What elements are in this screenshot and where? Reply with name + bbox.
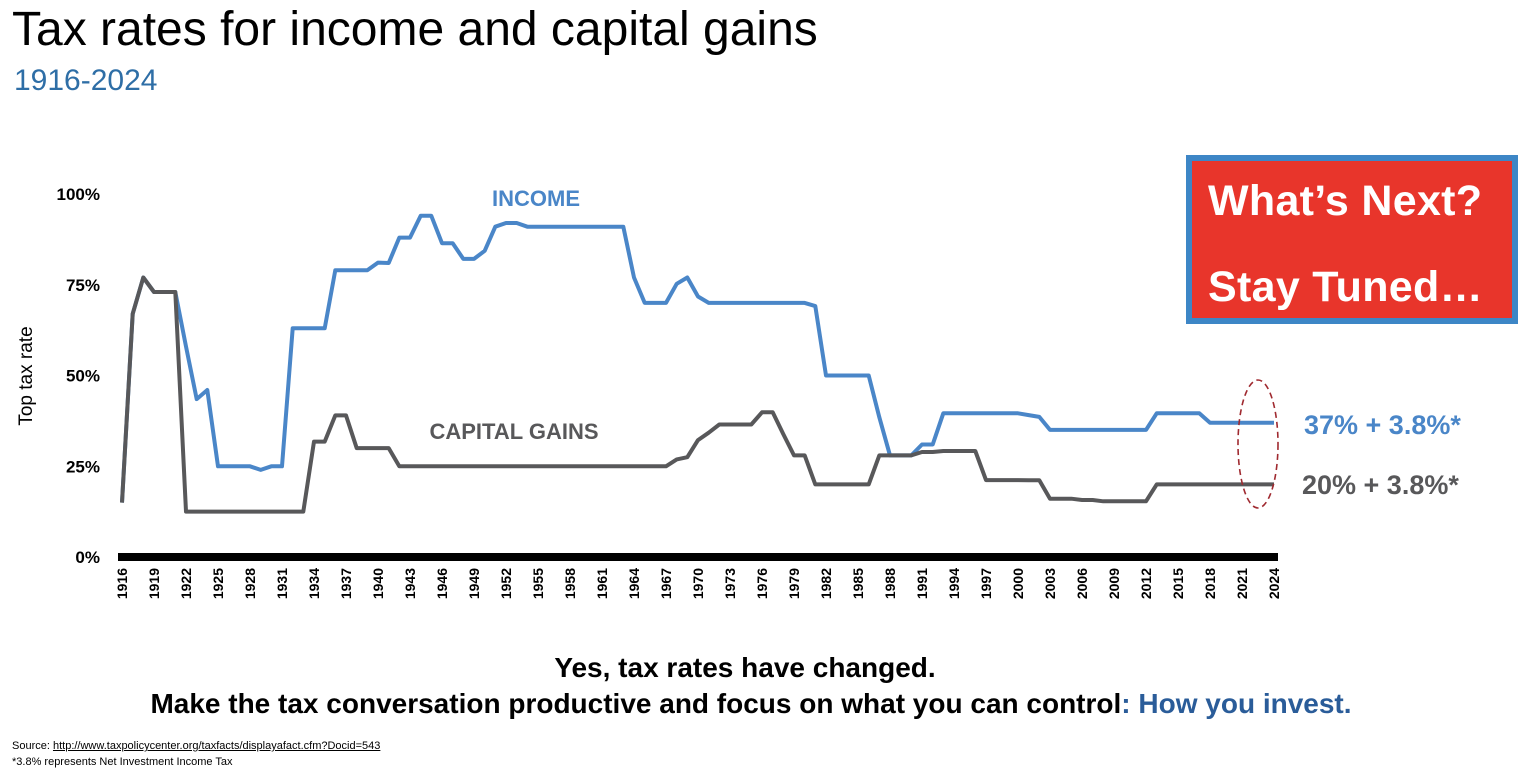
x-tick-label: 1943 xyxy=(402,568,418,599)
page-title: Tax rates for income and capital gains xyxy=(12,3,818,56)
footnote-note: *3.8% represents Net Investment Income T… xyxy=(12,756,233,768)
y-tick-label: 0% xyxy=(75,548,100,567)
x-tick-label: 1985 xyxy=(850,568,866,599)
x-tick-label: 2009 xyxy=(1106,568,1122,599)
x-tick-label: 1991 xyxy=(914,568,930,599)
x-tick-labels: 1916 1919 1922 1925 1928 1931 1934 1937 1940 1943… xyxy=(114,568,1282,599)
x-tick-label: 2012 xyxy=(1138,568,1154,599)
x-tick-label: 1940 xyxy=(370,568,386,599)
x-tick-label: 1931 xyxy=(274,568,290,599)
y-tick-label: 75% xyxy=(66,276,100,295)
whats-next-callout: What’s Next? Stay Tuned… xyxy=(1186,155,1518,324)
series-income-label: INCOME xyxy=(492,186,580,211)
x-tick-label: 1934 xyxy=(306,568,322,599)
callout-line-2: Stay Tuned… xyxy=(1208,263,1483,311)
x-tick-label: 1916 xyxy=(114,568,130,599)
y-tick-label: 25% xyxy=(66,457,100,476)
y-tick-label: 100% xyxy=(57,185,100,204)
x-tick-label: 1964 xyxy=(626,568,642,599)
x-tick-label: 2021 xyxy=(1234,568,1250,599)
x-tick-label: 1952 xyxy=(498,568,514,599)
message-line-2-highlight: How you invest. xyxy=(1130,688,1352,719)
x-tick-label: 1997 xyxy=(978,568,994,599)
x-tick-label: 2006 xyxy=(1074,568,1090,599)
x-tick-label: 1925 xyxy=(210,568,226,599)
x-tick-label: 1946 xyxy=(434,568,450,599)
x-tick-label: 1928 xyxy=(242,568,258,599)
source-link[interactable]: http://www.taxpolicycenter.org/taxfacts/… xyxy=(52,740,381,752)
x-tick-label: 1973 xyxy=(722,568,738,599)
x-tick-label: 2000 xyxy=(1010,568,1026,599)
footnote-source: Source: http://www.taxpolicycenter.org/t… xyxy=(12,740,380,752)
x-tick-label: 1967 xyxy=(658,568,674,599)
x-tick-label: 1949 xyxy=(466,568,482,599)
x-tick-label: 1982 xyxy=(818,568,834,599)
footnote-source-prefix: Source: xyxy=(12,740,53,752)
x-tick-label: 2015 xyxy=(1170,568,1186,599)
x-tick-label: 1979 xyxy=(786,568,802,599)
series-income-line xyxy=(120,213,1274,503)
series-capital-gains-line xyxy=(120,275,1274,514)
y-tick-label: 50% xyxy=(66,367,100,386)
x-tick-label: 1955 xyxy=(530,568,546,599)
x-tick-label: 2003 xyxy=(1042,568,1058,599)
x-tick-label: 1994 xyxy=(946,568,962,599)
x-tick-label: 2018 xyxy=(1202,568,1218,599)
message-line-2-colon: : xyxy=(1121,688,1131,719)
x-tick-label: 1970 xyxy=(690,568,706,599)
income-end-label: 37% + 3.8%* xyxy=(1304,410,1461,440)
series-capital-gains-label: CAPITAL GAINS xyxy=(429,419,598,444)
x-tick-label: 1961 xyxy=(594,568,610,599)
x-tick-label: 1937 xyxy=(338,568,354,599)
callout-line-1: What’s Next? xyxy=(1208,177,1483,225)
x-tick-label: 1958 xyxy=(562,568,578,599)
y-tick-labels: 0% 25% 50% 75% 100% xyxy=(57,185,100,567)
message-line-2: Make the tax conversation productive and… xyxy=(0,688,1516,720)
message-line-2-main: Make the tax conversation productive and… xyxy=(150,688,1122,719)
tax-rate-chart: Top tax rate 0% 25% 50% 75% 100% 1916 1919 192… xyxy=(16,185,1461,599)
x-tick-label: 1919 xyxy=(146,568,162,599)
x-tick-label: 2024 xyxy=(1266,568,1282,599)
highlight-ellipse xyxy=(1237,379,1279,509)
capital-gains-end-label: 20% + 3.8%* xyxy=(1302,470,1459,500)
message-line-1: Yes, tax rates have changed. xyxy=(554,652,936,683)
x-tick-label: 1976 xyxy=(754,568,770,599)
page-subtitle: 1916-2024 xyxy=(14,64,158,97)
y-axis-label: Top tax rate xyxy=(16,326,37,425)
x-tick-label: 1922 xyxy=(178,568,194,599)
x-tick-label: 1988 xyxy=(882,568,898,599)
